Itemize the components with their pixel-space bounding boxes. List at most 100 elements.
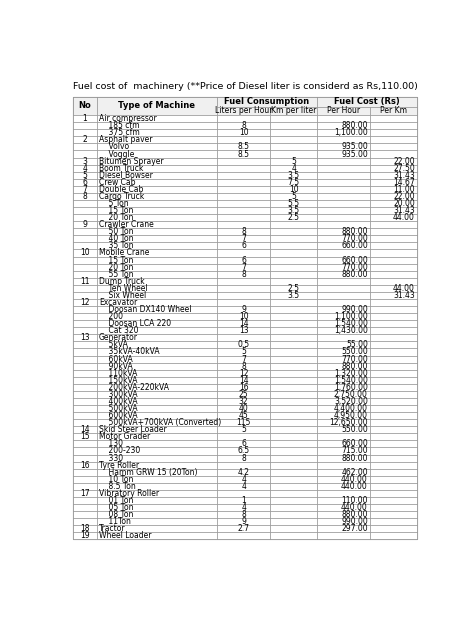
Bar [317,193,370,200]
Text: 7: 7 [82,185,87,194]
Bar [270,137,317,143]
Text: Boom Truck: Boom Truck [99,164,143,173]
Bar [370,377,417,384]
Bar [370,419,417,426]
Bar [270,264,317,270]
Text: 16: 16 [80,461,90,470]
Bar [270,405,317,412]
Text: Crew Cab: Crew Cab [99,178,136,187]
Bar [73,97,97,115]
Bar [217,419,270,426]
Bar [73,384,97,391]
Text: 130: 130 [99,439,123,449]
Bar [317,405,370,412]
Bar [97,490,217,497]
Bar [370,461,417,469]
Bar [370,398,417,405]
Bar [270,370,317,377]
Bar [370,130,417,137]
Text: 1,100.00: 1,100.00 [334,128,368,137]
Text: 115: 115 [237,418,251,427]
Text: 5: 5 [241,348,246,356]
Bar [317,143,370,150]
Bar [370,441,417,447]
Bar [270,511,317,518]
Bar [217,384,270,391]
Bar [270,306,317,313]
Bar [317,150,370,157]
Text: 150kVA: 150kVA [99,376,137,385]
Bar [73,532,97,539]
Text: 4: 4 [241,503,246,512]
Text: 9: 9 [241,305,246,314]
Bar [73,511,97,518]
Text: 185 cfm: 185 cfm [99,121,139,130]
Bar [317,412,370,419]
Bar [73,348,97,356]
Text: Hamm GRW 15 (20Ton): Hamm GRW 15 (20Ton) [99,468,198,477]
Bar [73,285,97,292]
Bar [270,130,317,137]
Bar [217,405,270,412]
Text: 8.5: 8.5 [237,142,250,152]
Bar [317,454,370,461]
Bar [73,483,97,490]
Bar [370,299,417,306]
Bar [270,398,317,405]
Bar [217,172,270,179]
Bar [97,363,217,370]
Bar [217,334,270,341]
Bar [317,306,370,313]
Bar [73,122,97,130]
Bar [370,235,417,243]
Text: Fuel Cost (Rs): Fuel Cost (Rs) [334,97,400,106]
Bar [97,356,217,363]
Text: 11: 11 [80,277,90,286]
Text: Doosan DX140 Wheel: Doosan DX140 Wheel [99,305,191,314]
Bar [217,97,317,107]
Bar [270,193,317,200]
Bar [370,250,417,257]
Bar [270,172,317,179]
Bar [270,348,317,356]
Bar [97,532,217,539]
Bar [97,193,217,200]
Text: No: No [79,101,91,111]
Bar [370,207,417,214]
Bar [217,186,270,193]
Bar [97,511,217,518]
Bar [317,356,370,363]
Bar [217,115,270,122]
Text: Motor Grader: Motor Grader [99,432,150,441]
Text: 8.5 Ton: 8.5 Ton [99,482,136,491]
Bar [217,454,270,461]
Bar [73,221,97,228]
Text: 8: 8 [241,454,246,463]
Bar [317,313,370,320]
Bar [370,532,417,539]
Bar [370,434,417,441]
Bar [317,447,370,454]
Bar [73,115,97,122]
Text: 4: 4 [82,164,87,173]
Bar [317,441,370,447]
Bar [73,370,97,377]
Bar [97,441,217,447]
Text: 20.00: 20.00 [393,199,415,208]
Bar [217,228,270,235]
Bar [217,341,270,348]
Bar [370,228,417,235]
Text: 2: 2 [82,135,87,144]
Bar [73,313,97,320]
Bar [217,532,270,539]
Bar [97,179,217,186]
Bar [317,157,370,164]
Bar [317,277,370,285]
Bar [73,235,97,243]
Bar [270,356,317,363]
Bar [370,193,417,200]
Bar [270,384,317,391]
Bar [97,137,217,143]
Bar [317,511,370,518]
Bar [270,150,317,157]
